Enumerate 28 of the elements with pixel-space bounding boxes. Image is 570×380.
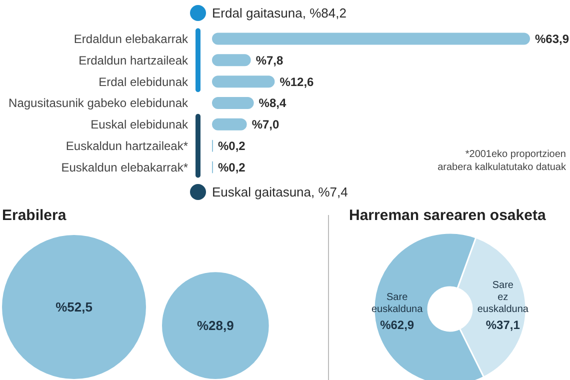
y-tick-label: Euskaldun hartzaileak* [66,139,188,154]
chart-title: Harreman sarearen osaketa [349,207,546,224]
text: Erdal gaitasuna, %84,2 [212,6,346,21]
text: Euskal gaitasuna, %7,4 [212,184,348,200]
bar [212,76,275,88]
y-tick-label: Euskal elebidunak [90,118,189,132]
data-label: %52,5 [56,300,92,315]
data-label: %62,9 [380,318,414,332]
slice-label: Sare ez euskalduna [477,280,529,316]
data-label: %0,2 [218,160,246,174]
data-label: %63,9 [535,32,570,46]
bar [212,32,530,45]
y-tick-label: Erdaldun elebakarrak [74,32,189,46]
y-tick-label: Erdaldun hartzaileak [78,53,189,68]
data-label: %0,2 [218,139,246,154]
text: Erabilera [2,207,66,224]
data-label: %12,6 [280,74,314,89]
data-label: %7,8 [256,53,284,68]
bar [212,54,251,66]
y-tick-label: Erdal elebidunak [98,74,189,89]
y-tick-label: Nagusitasunik gabeko elebidunak [8,96,189,110]
annotation: *2001eko proportzioen arabera kalkulatutako datuak [436,148,566,174]
data-label: %37,1 [486,318,520,332]
y-tick-label: Euskaldun elebakarrak* [61,160,188,174]
bar [212,97,254,109]
data-label: %7,0 [252,118,280,132]
data-label: %28,9 [196,318,234,334]
data-label: %8,4 [258,96,286,110]
